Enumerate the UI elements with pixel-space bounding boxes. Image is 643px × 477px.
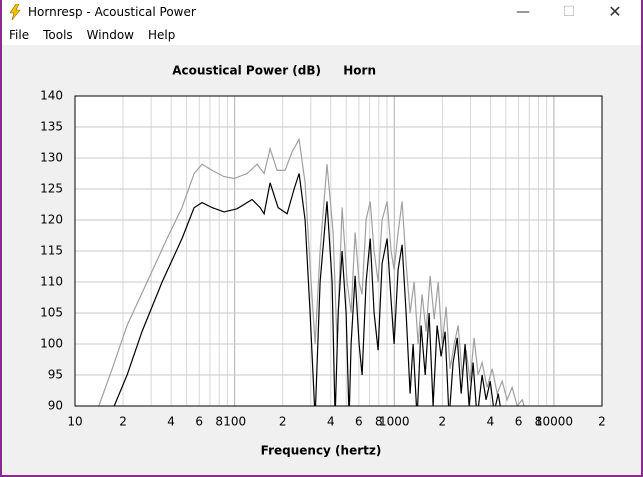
x-tick-label: 10000 (535, 415, 573, 429)
x-tick-label: 10 (67, 415, 82, 429)
y-tick-label: 115 (40, 244, 63, 258)
app-icon (9, 4, 21, 20)
x-tick-label: 4 (167, 415, 175, 429)
y-tick-label: 90 (48, 399, 63, 413)
x-tick-label: 1000 (379, 415, 410, 429)
y-tick-label: 105 (40, 306, 63, 320)
x-tick-label: 8 (535, 415, 543, 429)
menu-item[interactable]: Help (147, 27, 176, 42)
x-tick-label: 100 (223, 415, 246, 429)
series-line (98, 137, 525, 406)
y-tick-label: 125 (40, 182, 63, 196)
y-tick-label: 110 (40, 275, 63, 289)
chart-label: Horn (343, 64, 376, 78)
y-tick-label: 100 (40, 337, 63, 351)
y-tick-label: 130 (40, 151, 63, 165)
x-tick-label: 4 (487, 415, 495, 429)
x-tick-label: 2 (439, 415, 447, 429)
menu-item[interactable]: Tools (43, 27, 73, 42)
series-line (113, 173, 501, 406)
x-tick-label: 4 (327, 415, 335, 429)
x-tick-label: 6 (355, 415, 363, 429)
x-tick-label: 2 (119, 415, 127, 429)
plot-border (74, 95, 603, 407)
title-bar: Hornresp - Acoustical Power — ☐ ✕ (2, 0, 641, 24)
minimize-button[interactable]: — (516, 4, 530, 20)
menu-bar: File Tools Window Help (2, 24, 641, 45)
x-tick-label: 2 (279, 415, 287, 429)
y-tick-label: 120 (40, 213, 63, 227)
x-tick-label: 8 (375, 415, 383, 429)
y-tick-label: 95 (48, 368, 63, 382)
close-button[interactable]: ✕ (608, 2, 622, 21)
plot-lines (98, 137, 525, 406)
chart: Acoustical Power (dB) Horn Frequency (he… (40, 64, 606, 458)
maximize-button[interactable]: ☐ (562, 4, 576, 20)
x-tick-label: 8 (215, 415, 223, 429)
x-tick-label: 6 (195, 415, 203, 429)
y-tick-label: 140 (40, 89, 63, 103)
x-tick-label: 2 (598, 415, 606, 429)
x-axis-label: Frequency (hertz) (261, 444, 382, 458)
window-title: Hornresp - Acoustical Power (28, 5, 196, 19)
menu-item[interactable]: File (9, 27, 30, 42)
y-tick-label: 135 (40, 120, 63, 134)
chart-title: Acoustical Power (dB) (172, 64, 321, 78)
menu-item[interactable]: Window (86, 27, 134, 42)
x-tick-label: 6 (515, 415, 523, 429)
